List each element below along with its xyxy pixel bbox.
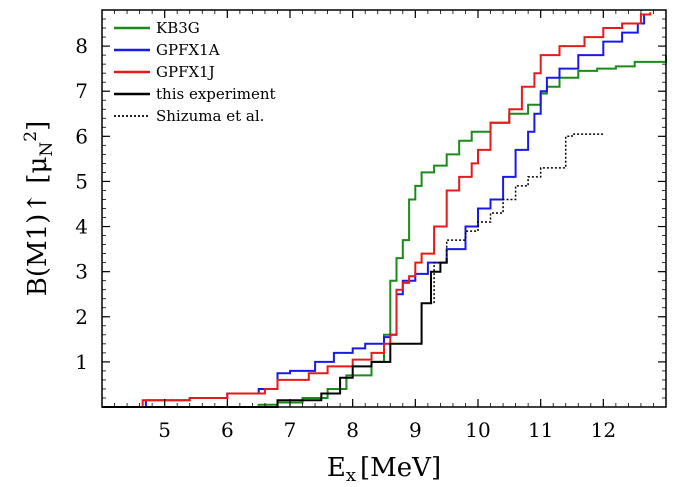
x-tick-label: 6 [221,418,234,442]
y-axis-label-main: B(M1)↑ [μ [23,157,53,297]
legend-label: GPFX1A [156,41,220,59]
x-tick-label: 5 [158,418,171,442]
y-tick-label: 8 [75,34,88,58]
y-tick-label: 2 [75,305,88,329]
y-tick-label: 1 [75,350,88,374]
x-axis-label-main: E [327,453,346,483]
x-axis-label-unit: [MeV] [360,453,441,483]
y-axis-label-end: ] [23,121,53,131]
x-tick-label: 8 [346,418,359,442]
legend-label: KB3G [156,19,200,37]
y-axis-title: B(M1)↑ [μN2] [21,121,57,297]
y-axis-label-superscript: 2 [21,131,41,142]
x-tick-label: 7 [284,418,297,442]
x-tick-label: 9 [409,418,422,442]
x-tick-label: 12 [591,418,616,442]
x-tick-label: 11 [528,418,553,442]
series-line-shizuma-et-al [102,133,604,408]
series-layer [102,12,667,408]
legend-label: Shizuma et al. [156,107,264,125]
x-axis-title: Ex [MeV] [327,453,441,486]
x-tick-label: 10 [465,418,490,442]
series-line-gpfx1j [102,12,652,408]
y-tick-label: 7 [75,79,88,103]
legend-label: this experiment [156,85,276,103]
y-axis-label-subscript: N [37,142,57,157]
y-tick-label: 5 [75,169,88,193]
series-line-kb3g [102,55,667,408]
legend-label: GPFX1J [156,63,215,81]
x-axis-label-subscript: x [346,465,356,486]
series-line-gpfx1a [102,14,646,408]
y-tick-label: 4 [75,215,88,239]
y-tick-label: 6 [75,124,88,148]
y-tick-label: 3 [75,260,88,284]
legend: KB3G GPFX1A GPFX1J this experiment Shizuma e… [114,19,276,125]
